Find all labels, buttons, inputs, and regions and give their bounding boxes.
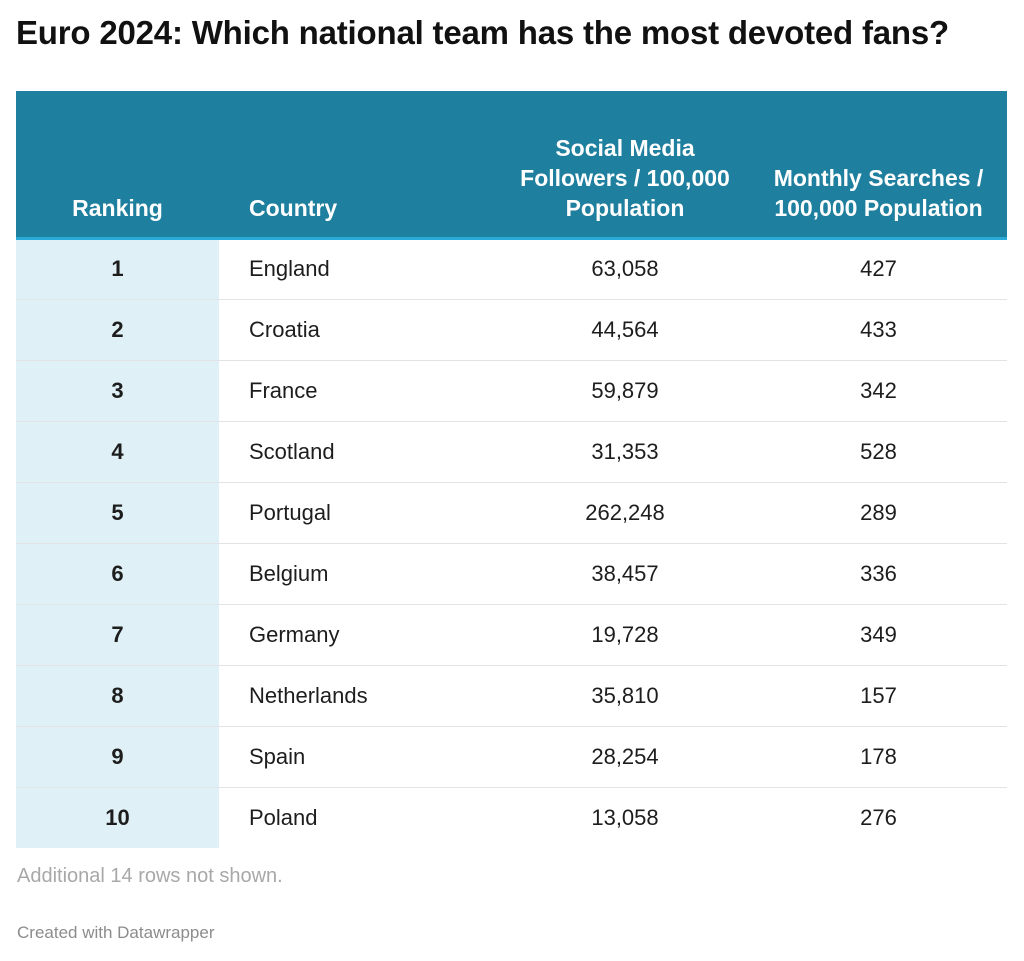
table-body: 1 England 63,058 427 2 Croatia 44,564 433 3 Franc… — [16, 238, 1007, 848]
table-row: 5 Portugal 262,248 289 — [16, 482, 1007, 544]
monthly-searches-cell: 157 — [750, 665, 1007, 727]
chart-title: Euro 2024: Which national team has the m… — [16, 14, 949, 51]
monthly-searches-cell: 528 — [750, 421, 1007, 483]
monthly-searches-cell: 276 — [860, 804, 897, 830]
monthly-searches-cell: 427 — [750, 238, 1007, 300]
column-header-country[interactable]: Country — [219, 91, 500, 240]
table-row: 7 Germany 19,728 349 — [16, 604, 1007, 666]
table-row: 3 France 59,879 342 — [16, 360, 1007, 422]
rank-cell: 9 — [16, 726, 219, 788]
country-cell: Netherlands — [219, 665, 500, 727]
monthly-searches-cell: 342 — [750, 360, 1007, 422]
social-followers-cell: 31,353 — [500, 421, 750, 483]
rank-cell: 6 — [16, 543, 219, 605]
country-cell: Belgium — [219, 543, 500, 605]
social-followers-cell: 44,564 — [500, 299, 750, 361]
rows-hidden-note: Additional 14 rows not shown. — [17, 865, 283, 887]
table-row: 1 England 63,058 427 — [16, 238, 1007, 300]
table-row: 10 Poland 13,058 276 — [16, 787, 1007, 848]
rank-cell: 10 — [16, 787, 219, 848]
country-cell: Germany — [219, 604, 500, 666]
country-cell: England — [219, 238, 500, 300]
table-row: 4 Scotland 31,353 528 — [16, 421, 1007, 483]
rank-cell: 2 — [16, 299, 219, 361]
social-followers-cell: 38,457 — [500, 543, 750, 605]
monthly-searches-cell: 433 — [750, 299, 1007, 361]
rank-cell: 7 — [16, 604, 219, 666]
country-cell: France — [219, 360, 500, 422]
monthly-searches-cell: 289 — [750, 482, 1007, 544]
data-table: Ranking Country Social Media Followers /… — [16, 91, 1007, 848]
social-followers-cell: 19,728 — [500, 604, 750, 666]
column-header-monthly-searches[interactable]: Monthly Searches / 100,000 Population — [750, 91, 1007, 240]
country-cell: Scotland — [219, 421, 500, 483]
rank-cell: 8 — [16, 665, 219, 727]
table-row: 6 Belgium 38,457 336 — [16, 543, 1007, 605]
rank-cell: 4 — [16, 421, 219, 483]
column-header-social-followers[interactable]: Social Media Followers / 100,000 Populat… — [500, 91, 750, 240]
monthly-searches-cell: 336 — [750, 543, 1007, 605]
rank-cell: 1 — [16, 238, 219, 300]
rank-cell: 5 — [16, 482, 219, 544]
social-followers-cell: 63,058 — [500, 238, 750, 300]
country-cell: Portugal — [219, 482, 500, 544]
monthly-searches-cell: 178 — [750, 726, 1007, 788]
monthly-searches-cell: 349 — [750, 604, 1007, 666]
social-followers-cell: 28,254 — [500, 726, 750, 788]
table-row: 2 Croatia 44,564 433 — [16, 299, 1007, 361]
social-followers-cell: 35,810 — [500, 665, 750, 727]
social-followers-cell: 262,248 — [500, 482, 750, 544]
country-cell: Croatia — [219, 299, 500, 361]
social-followers-cell: 13,058 — [591, 804, 659, 830]
country-cell: Spain — [219, 726, 500, 788]
table-row: 8 Netherlands 35,810 157 — [16, 665, 1007, 727]
header-row: Ranking Country Social Media Followers /… — [16, 91, 1007, 240]
credit-link[interactable]: Created with Datawrapper — [17, 923, 215, 942]
table-row: 9 Spain 28,254 178 — [16, 726, 1007, 788]
social-followers-cell: 59,879 — [500, 360, 750, 422]
column-header-ranking[interactable]: Ranking — [16, 91, 219, 240]
rank-cell: 3 — [16, 360, 219, 422]
country-cell: Poland — [249, 804, 318, 830]
